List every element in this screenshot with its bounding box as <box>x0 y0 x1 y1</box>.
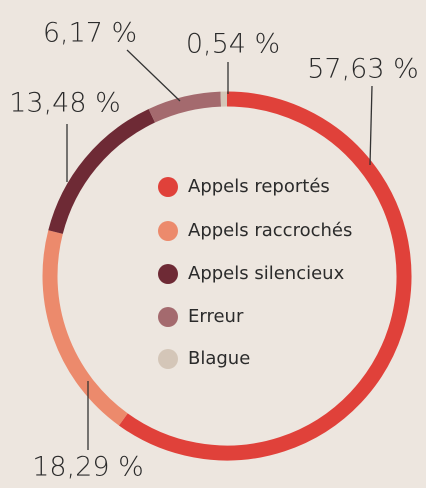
legend-label: Blague <box>188 348 250 369</box>
legend-swatch <box>158 221 178 241</box>
value-label: 18,29 % <box>32 452 144 483</box>
donut-slice <box>148 91 222 123</box>
legend-label: Erreur <box>188 306 244 327</box>
legend-swatch <box>158 307 178 327</box>
value-label: 57,63 % <box>307 54 419 85</box>
donut-slice <box>48 108 156 234</box>
leader-line <box>369 85 373 166</box>
legend-label: Appels reportés <box>188 176 330 197</box>
value-label: 13,48 % <box>9 88 121 119</box>
legend-label: Appels silencieux <box>188 263 345 284</box>
donut-slice <box>118 91 412 461</box>
legend-swatch <box>158 264 178 284</box>
donut-slice <box>42 230 128 426</box>
value-label: 0,54 % <box>186 29 280 60</box>
legend-label: Appels raccrochés <box>188 220 352 241</box>
value-label: 6,17 % <box>43 18 137 49</box>
legend-swatch <box>158 177 178 197</box>
legend-swatch <box>158 349 178 369</box>
leader-line <box>126 49 181 102</box>
